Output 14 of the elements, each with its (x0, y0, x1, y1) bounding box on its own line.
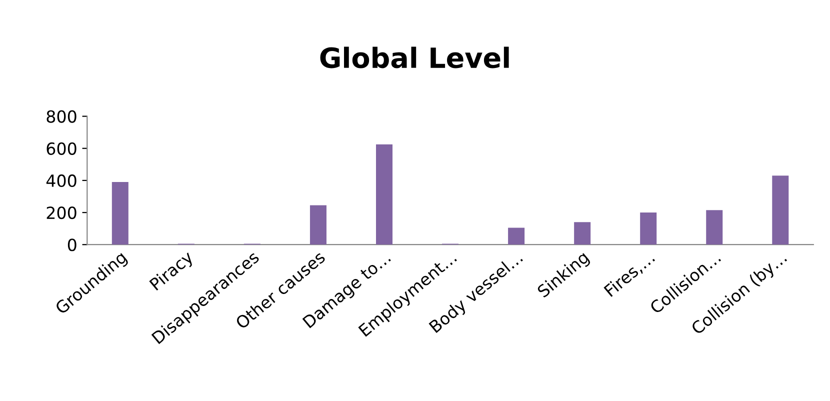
bar (508, 228, 525, 245)
y-tick-label: 200 (46, 206, 76, 220)
bar (640, 212, 657, 245)
chart-title: Global Level (320, 46, 509, 68)
y-tick-label: 600 (46, 142, 76, 155)
bar (574, 222, 591, 245)
y-tick-label: 400 (46, 174, 76, 188)
bar (376, 144, 393, 245)
bar (772, 176, 789, 245)
bar (112, 182, 128, 245)
bar (706, 210, 723, 245)
bar (310, 205, 326, 245)
y-tick-label: 0 (68, 238, 76, 252)
y-tick-label: 800 (46, 110, 76, 123)
